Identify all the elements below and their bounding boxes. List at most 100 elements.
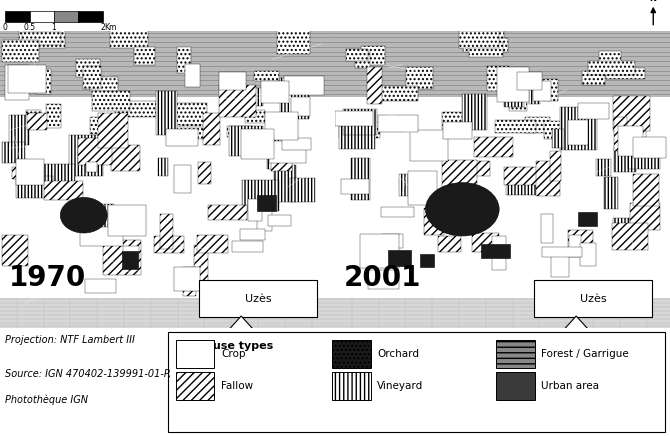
Bar (2, 142, 25, 163)
Bar (614, 146, 636, 172)
Bar (496, 372, 535, 400)
Bar (599, 51, 621, 65)
Bar (346, 49, 369, 61)
Bar (12, 167, 43, 179)
Bar (551, 129, 563, 148)
Bar (378, 115, 418, 133)
Bar (84, 279, 117, 293)
Bar (338, 122, 380, 138)
Bar (90, 77, 117, 91)
Bar (533, 82, 551, 102)
Bar (406, 68, 433, 89)
Bar (196, 235, 228, 253)
Bar (26, 109, 41, 124)
Bar (568, 230, 593, 257)
Bar (135, 47, 155, 65)
Bar (335, 31, 670, 97)
Text: Source: IGN 470402-139991-01-P,: Source: IGN 470402-139991-01-P, (5, 369, 172, 379)
Text: Land-use types: Land-use types (178, 341, 273, 351)
Text: Forest / Garrigue: Forest / Garrigue (541, 349, 629, 359)
Bar (111, 29, 148, 48)
Bar (54, 11, 78, 22)
Bar (161, 103, 207, 126)
Bar (388, 250, 411, 266)
Bar (122, 251, 138, 269)
Text: Uzès: Uzès (245, 294, 271, 304)
Bar (618, 126, 643, 156)
Bar (261, 81, 289, 103)
Bar (176, 340, 214, 368)
Bar (44, 181, 84, 200)
Bar (633, 136, 666, 158)
Bar (466, 31, 505, 46)
Bar (290, 178, 315, 201)
Bar (183, 267, 196, 296)
FancyBboxPatch shape (200, 280, 317, 317)
Bar (570, 235, 580, 250)
Bar (265, 112, 298, 140)
Bar (332, 340, 371, 368)
Bar (580, 243, 596, 266)
Bar (604, 177, 618, 209)
Bar (267, 133, 281, 169)
Bar (22, 32, 61, 44)
Bar (343, 109, 377, 135)
Bar (269, 141, 306, 164)
Bar (606, 68, 645, 79)
Bar (509, 98, 527, 111)
Text: Fallow: Fallow (221, 381, 253, 391)
Text: Km: Km (105, 24, 117, 32)
Bar (529, 84, 540, 104)
Bar (492, 235, 506, 270)
Bar (408, 171, 438, 205)
Bar (83, 66, 101, 89)
Bar (186, 64, 200, 87)
Bar (78, 139, 113, 165)
Bar (76, 59, 100, 77)
Bar (123, 245, 139, 261)
Bar (463, 38, 509, 51)
Bar (551, 254, 569, 277)
Bar (1, 235, 28, 266)
Bar (111, 145, 140, 171)
Bar (269, 215, 291, 226)
Bar (19, 25, 65, 48)
Bar (277, 29, 310, 54)
Bar (219, 85, 256, 117)
Bar (69, 135, 103, 176)
Bar (633, 174, 659, 206)
Bar (174, 267, 200, 290)
Bar (541, 214, 553, 243)
Bar (255, 71, 279, 81)
Bar (168, 332, 665, 432)
Bar (36, 69, 50, 94)
Bar (240, 229, 265, 240)
Text: Photothèque IGN: Photothèque IGN (5, 395, 88, 405)
Bar (90, 117, 126, 134)
Text: 1970: 1970 (8, 264, 86, 292)
Bar (371, 263, 396, 281)
Bar (241, 129, 274, 160)
Text: Vineyard: Vineyard (377, 381, 423, 391)
Bar (567, 120, 588, 144)
Bar (69, 208, 88, 228)
Bar (86, 204, 115, 233)
Bar (628, 148, 660, 169)
Bar (92, 91, 129, 111)
Bar (496, 67, 529, 102)
Text: Urban area: Urban area (541, 381, 600, 391)
Bar (360, 234, 399, 268)
Bar (559, 107, 597, 150)
Text: Crop: Crop (221, 349, 246, 359)
Bar (443, 122, 472, 140)
Bar (383, 235, 403, 248)
Bar (227, 126, 253, 136)
Bar (453, 160, 490, 176)
Bar (341, 179, 369, 194)
Bar (419, 254, 433, 266)
Bar (15, 176, 53, 198)
Bar (410, 130, 448, 161)
Bar (283, 76, 324, 95)
Bar (280, 78, 310, 119)
Bar (177, 47, 192, 73)
